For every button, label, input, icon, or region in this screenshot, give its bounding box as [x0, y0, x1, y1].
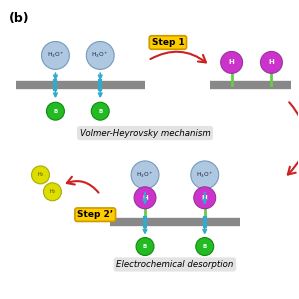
FancyArrowPatch shape: [150, 52, 206, 62]
Text: Step 1: Step 1: [152, 38, 184, 47]
FancyArrowPatch shape: [67, 177, 98, 193]
Text: H: H: [229, 60, 234, 65]
Circle shape: [32, 166, 49, 184]
Circle shape: [91, 102, 109, 120]
Text: H: H: [269, 60, 274, 65]
Circle shape: [136, 238, 154, 256]
Text: Electrochemical desorption: Electrochemical desorption: [116, 260, 234, 269]
Circle shape: [46, 102, 64, 120]
Circle shape: [194, 187, 216, 209]
Text: H$_3$O$^+$: H$_3$O$^+$: [91, 51, 109, 60]
FancyArrowPatch shape: [288, 102, 299, 175]
Circle shape: [86, 42, 114, 69]
Circle shape: [134, 187, 156, 209]
Text: Step 2’: Step 2’: [77, 210, 113, 219]
Text: H$_2$: H$_2$: [37, 170, 44, 179]
Circle shape: [191, 161, 219, 189]
Circle shape: [221, 51, 242, 73]
Text: B: B: [203, 244, 207, 249]
Text: H: H: [142, 195, 148, 201]
Text: Volmer-Heyrovsky mechanism: Volmer-Heyrovsky mechanism: [80, 129, 210, 138]
Circle shape: [43, 183, 61, 201]
Text: H$_3$O$^+$: H$_3$O$^+$: [47, 51, 64, 60]
Text: B: B: [98, 109, 102, 114]
Text: H$_3$O$^+$: H$_3$O$^+$: [196, 170, 213, 180]
Circle shape: [131, 161, 159, 189]
Circle shape: [260, 51, 282, 73]
Text: H$_2$: H$_2$: [49, 187, 56, 196]
Text: B: B: [143, 244, 147, 249]
Text: H: H: [202, 195, 208, 201]
Text: (b): (b): [9, 12, 29, 25]
Text: B: B: [53, 109, 58, 114]
Circle shape: [42, 42, 69, 69]
Text: H$_3$O$^+$: H$_3$O$^+$: [136, 170, 154, 180]
Circle shape: [196, 238, 214, 256]
